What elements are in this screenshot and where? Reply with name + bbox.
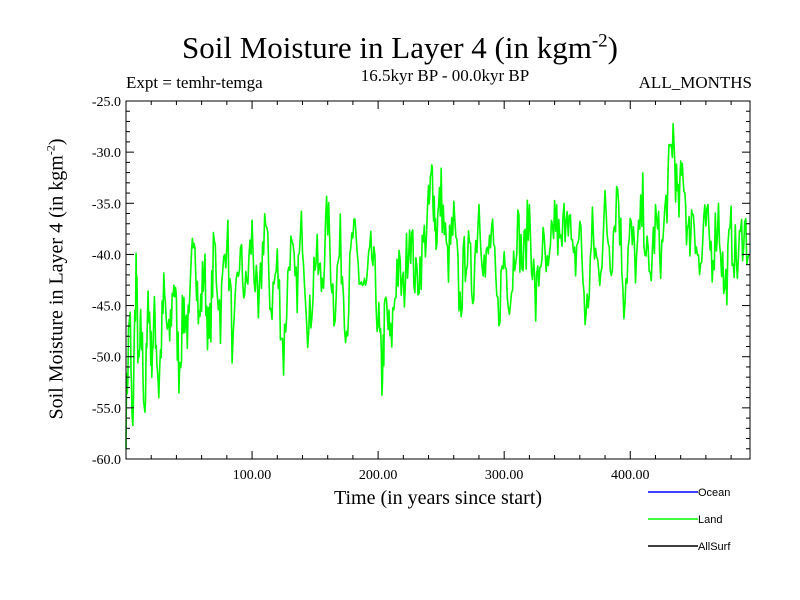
- x-tick-label: 400.00: [611, 468, 650, 483]
- chart-title: Soil Moisture in Layer 4 (in kgm-2): [182, 30, 618, 65]
- experiment-label: Expt = temhr-temga: [126, 73, 263, 92]
- legend-label-allsurf: AllSurf: [698, 541, 731, 553]
- y-tick-label: -50.0: [92, 351, 121, 366]
- plot-frame: [125, 100, 751, 460]
- legend-label-land: Land: [698, 514, 722, 526]
- y-tick-label: -45.0: [92, 300, 121, 315]
- y-tick-label: -35.0: [92, 197, 121, 212]
- x-tick-label: 200.00: [359, 468, 398, 483]
- x-tick-label: 300.00: [485, 468, 524, 483]
- series-line-land: [125, 122, 751, 449]
- x-axis-label: Time (in years since start): [333, 487, 543, 509]
- legend-label-ocean: Ocean: [698, 487, 730, 499]
- y-axis-label: Soil Moisture in Layer 4 (in kgm-2): [43, 138, 68, 420]
- y-tick-label: -40.0: [92, 248, 121, 263]
- y-tick-label: -60.0: [92, 453, 121, 468]
- months-label: ALL_MONTHS: [638, 73, 752, 92]
- y-tick-label: -55.0: [92, 402, 121, 417]
- x-tick-label: 100.00: [233, 468, 272, 483]
- time-range-subtitle: 16.5kyr BP - 00.0kyr BP: [360, 66, 530, 85]
- y-tick-label: -25.0: [92, 95, 121, 110]
- y-tick-label: -30.0: [92, 146, 121, 161]
